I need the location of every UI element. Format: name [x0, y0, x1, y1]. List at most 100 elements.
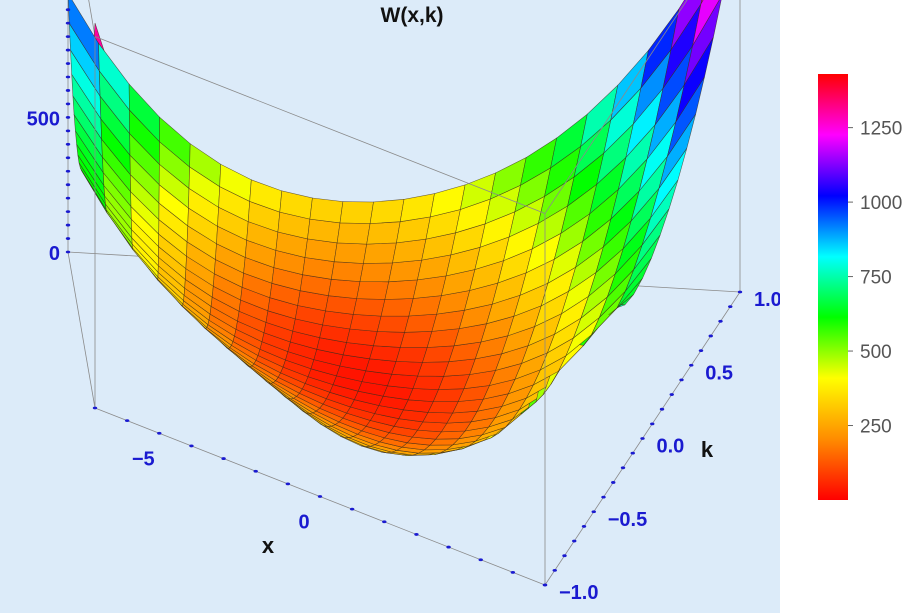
x-tick-mark — [221, 457, 226, 460]
surface-patch — [373, 331, 405, 348]
x-tick-mark — [510, 570, 516, 574]
k-tick-mark — [679, 378, 684, 382]
box-edge — [67, 251, 96, 409]
z-tick-mark — [65, 102, 71, 106]
x-tick-mark — [414, 533, 419, 536]
k-tick-mark — [650, 422, 655, 426]
z-tick-mark — [65, 196, 71, 200]
x-tick-mark — [285, 482, 291, 486]
surface-patch — [369, 198, 405, 224]
z-tick-mark — [65, 169, 71, 173]
surface-patch — [333, 242, 368, 264]
k-tick-mark — [572, 539, 577, 543]
z-tick-mark — [65, 8, 71, 12]
plot-panel: −50−1.0−0.50.00.51.005001000 W(x,k) x k — [0, 0, 780, 613]
colorbar-tick-label: 1250 — [860, 119, 902, 140]
surface-patch — [369, 345, 401, 362]
z-tick-mark — [65, 62, 71, 65]
surface-patch — [325, 295, 358, 315]
k-tick-mark — [708, 334, 713, 338]
surface-patch — [336, 222, 371, 245]
z-tick-mark — [65, 156, 71, 160]
z-tick-mark — [65, 75, 71, 79]
k-tick-mark — [689, 363, 694, 367]
x-tick-label: 0 — [298, 512, 309, 534]
k-tick-label: 0.5 — [705, 362, 733, 384]
x-tick-mark — [317, 495, 323, 498]
surface-patch — [395, 347, 428, 363]
z-tick-mark — [65, 237, 71, 240]
k-tick-mark — [601, 495, 606, 499]
k-axis-label: k — [701, 437, 714, 462]
z-tick-mark — [65, 115, 71, 119]
z-tick-mark — [65, 250, 71, 254]
surface-patch — [404, 313, 438, 333]
colorbar-tick-label: 1000 — [860, 193, 902, 214]
x-tick-mark — [124, 419, 130, 423]
k-tick-label: −1.0 — [559, 582, 598, 604]
z-tick-mark — [65, 35, 71, 39]
z-tick-mark — [65, 129, 71, 133]
surface-patch — [346, 328, 378, 347]
z-tick-mark — [65, 89, 71, 92]
surface-plot: −50−1.0−0.50.00.51.005001000 W(x,k) x k — [27, 0, 780, 604]
k-tick-mark — [552, 568, 557, 572]
x-tick-mark — [349, 507, 355, 511]
box-edge — [544, 0, 688, 214]
z-tick-mark — [65, 48, 71, 52]
z-tick-label: 500 — [27, 108, 60, 130]
x-tick-mark — [382, 520, 387, 524]
k-tick-label: 0.0 — [657, 436, 685, 458]
k-tick-mark — [630, 451, 635, 455]
surface-patch — [307, 218, 341, 244]
surface-patch — [391, 361, 423, 377]
k-tick-mark — [718, 319, 723, 323]
x-tick-mark — [92, 406, 98, 410]
surface-patch — [380, 298, 414, 317]
x-tick-mark — [478, 558, 483, 562]
surface-patch — [356, 281, 390, 300]
k-tick-mark — [562, 554, 567, 558]
surface-patch — [388, 259, 423, 283]
surface-patch — [363, 242, 397, 264]
colorbar-tick-label: 750 — [860, 268, 892, 289]
surface-patch — [384, 279, 418, 300]
surface-patch — [376, 315, 410, 333]
chart-title: W(x,k) — [381, 4, 444, 27]
x-axis-label: x — [262, 533, 275, 558]
k-tick-label: 1.0 — [754, 289, 780, 311]
surface-patch — [349, 314, 382, 332]
k-tick-label: −0.5 — [608, 509, 647, 531]
surface-patch — [339, 201, 374, 224]
k-tick-mark — [659, 407, 665, 411]
z-tick-mark — [65, 183, 71, 187]
surface-patch — [352, 298, 386, 317]
surface-patch — [330, 261, 364, 282]
surface-patch — [683, 0, 722, 86]
z-tick-mark — [65, 21, 71, 25]
box-edge — [88, 0, 96, 37]
k-tick-mark — [611, 481, 616, 484]
k-tick-mark — [620, 466, 626, 470]
x-tick-mark — [446, 545, 451, 549]
k-tick-mark — [669, 393, 674, 396]
k-tick-mark — [698, 349, 704, 352]
surface-patch — [309, 197, 344, 224]
z-tick-mark — [65, 223, 71, 227]
colorbar-tick-label: 500 — [860, 342, 892, 363]
k-tick-mark — [581, 525, 587, 528]
surface-patch — [700, 0, 704, 4]
k-tick-mark — [737, 290, 743, 294]
k-tick-mark — [640, 437, 645, 440]
z-tick-mark — [65, 142, 71, 146]
z-tick-mark — [65, 210, 71, 214]
z-tick-label: 0 — [49, 243, 60, 265]
k-tick-mark — [728, 305, 733, 309]
color-legend: 250 500 750 1000 1250 — [818, 74, 902, 500]
surface-patch — [359, 262, 393, 283]
surface-patch — [692, 0, 720, 46]
surface-patch — [366, 221, 401, 245]
x-tick-mark — [189, 444, 194, 448]
k-tick-mark — [542, 583, 548, 587]
